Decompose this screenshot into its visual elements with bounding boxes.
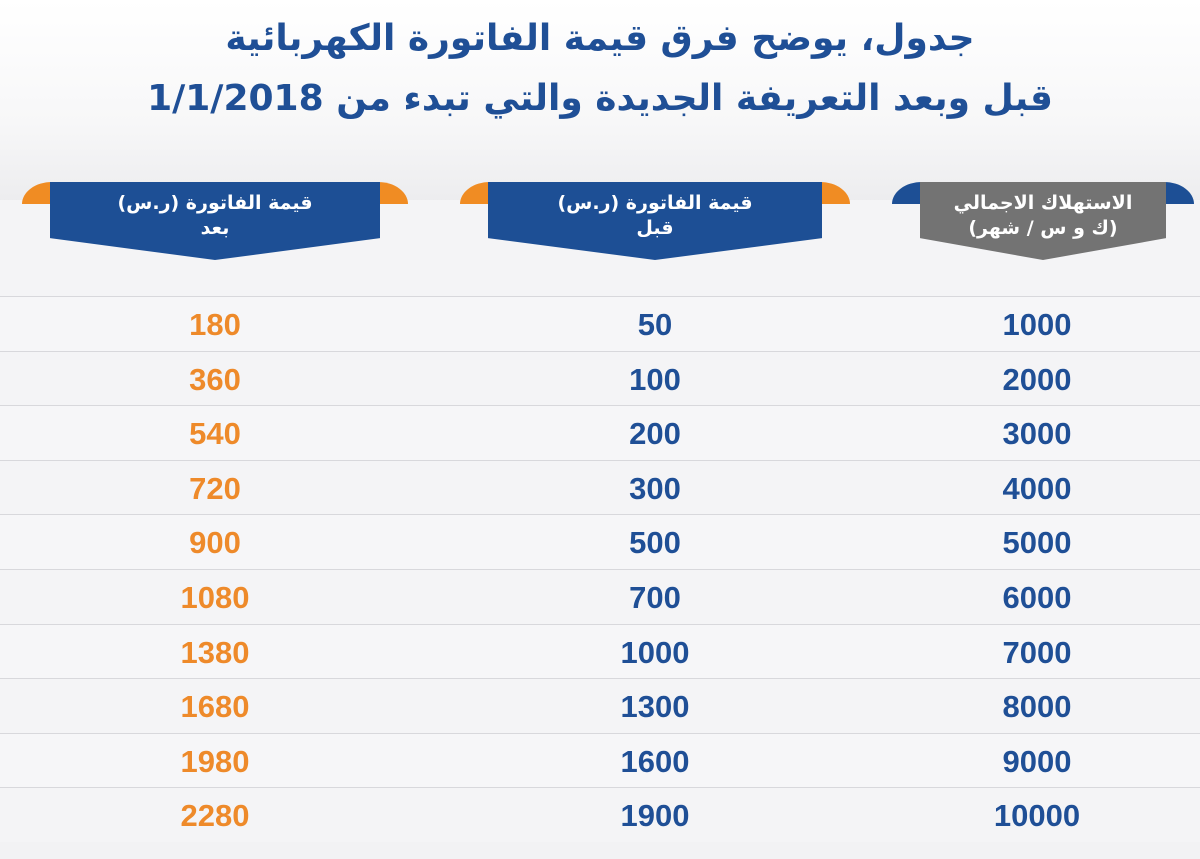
header-consumption-label: الاستهلاك الاجمالي xyxy=(953,192,1133,214)
cell-after: 720 xyxy=(189,470,241,506)
page-subtitle: قبل وبعد التعريفة الجديدة والتي تبدء من … xyxy=(147,78,1053,119)
cell-consumption: 4000 xyxy=(1002,470,1072,506)
cell-consumption: 6000 xyxy=(1002,579,1072,615)
cell-consumption: 2000 xyxy=(1002,361,1072,397)
cell-after: 1680 xyxy=(180,689,250,725)
table-row: 1080 700 6000 xyxy=(0,568,1200,624)
cell-before: 1300 xyxy=(620,689,690,725)
cell-after: 1380 xyxy=(180,634,250,670)
header-after-sublabel: بعد xyxy=(200,217,230,239)
cell-before: 700 xyxy=(629,579,681,615)
cell-consumption: 3000 xyxy=(1002,416,1072,452)
cell-after: 900 xyxy=(189,525,241,561)
cell-before: 1600 xyxy=(620,743,690,779)
cell-after: 1080 xyxy=(180,579,250,615)
cell-consumption: 5000 xyxy=(1002,525,1072,561)
cell-after: 360 xyxy=(189,361,241,397)
header-before-sublabel: قبل xyxy=(636,217,674,239)
table-row: 540 200 3000 xyxy=(0,405,1200,460)
cell-before: 300 xyxy=(629,470,681,506)
header-before-label: قيمة الفاتورة (ر.س) xyxy=(557,192,753,214)
table-row: 1680 1300 8000 xyxy=(0,678,1200,733)
cell-before: 500 xyxy=(629,525,681,561)
cell-consumption: 10000 xyxy=(993,798,1081,834)
cell-before: 1900 xyxy=(620,798,690,834)
table-row: 360 100 2000 xyxy=(0,350,1200,406)
cell-before: 1000 xyxy=(620,634,690,670)
table-body: 180 50 1000 360 100 2000 540 200 3000 72… xyxy=(0,296,1200,842)
cell-consumption: 9000 xyxy=(1002,743,1072,779)
cell-consumption: 8000 xyxy=(1002,689,1072,725)
table-row: 720 300 4000 xyxy=(0,459,1200,515)
header-consumption-sublabel: (ك و س / شهر) xyxy=(968,217,1118,239)
header-after-label: قيمة الفاتورة (ر.س) xyxy=(117,192,313,214)
page-title: جدول، يوضح فرق قيمة الفاتورة الكهربائية xyxy=(225,18,975,59)
cell-before: 50 xyxy=(637,307,673,342)
cell-consumption: 1000 xyxy=(1002,307,1072,342)
table-row: 1980 1600 9000 xyxy=(0,732,1200,788)
cell-after: 1980 xyxy=(180,743,250,779)
cell-after: 180 xyxy=(189,307,241,342)
table-row: 1380 1000 7000 xyxy=(0,623,1200,679)
cell-before: 200 xyxy=(629,416,681,452)
title-area: جدول، يوضح فرق قيمة الفاتورة الكهربائية … xyxy=(0,0,1200,205)
table-row: 180 50 1000 xyxy=(0,296,1200,351)
cell-before: 100 xyxy=(629,361,681,397)
cell-after: 2280 xyxy=(180,798,250,834)
cell-consumption: 7000 xyxy=(1002,634,1072,670)
table-row: 2280 1900 10000 xyxy=(0,787,1200,842)
cell-after: 540 xyxy=(189,416,241,452)
table-row: 900 500 5000 xyxy=(0,514,1200,569)
